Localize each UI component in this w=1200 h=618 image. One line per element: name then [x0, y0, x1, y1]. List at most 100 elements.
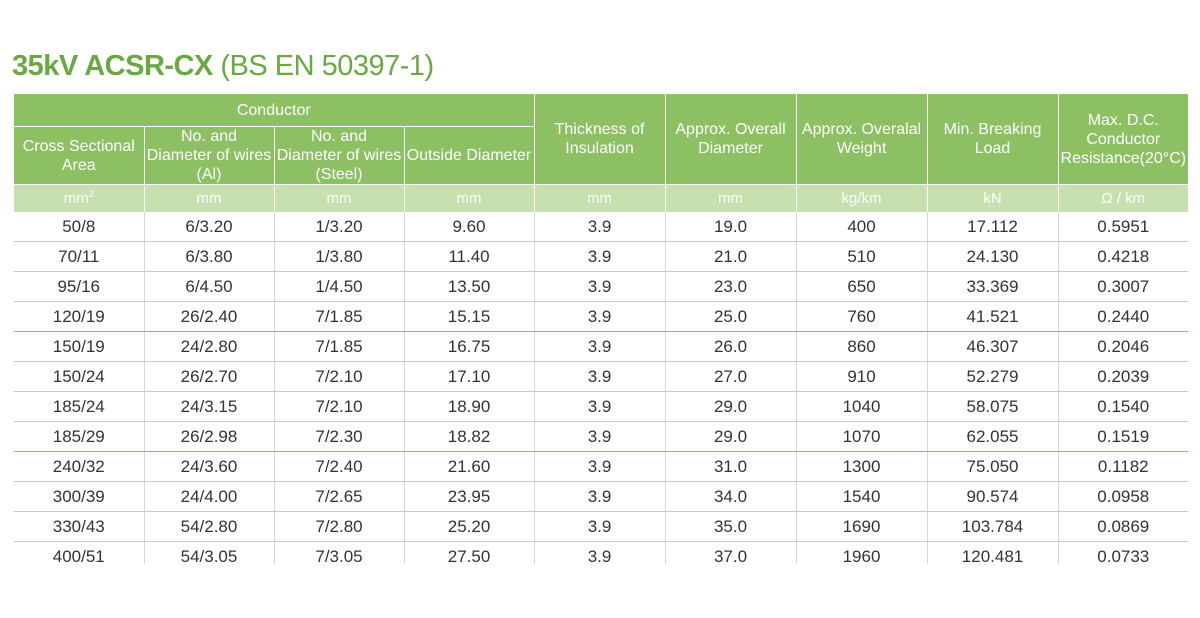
cell-outside-diameter: 9.60: [403, 212, 535, 242]
cell-weight: 1040: [795, 391, 928, 422]
cell-wires-al: 54/2.80: [143, 511, 274, 542]
cell-weight: 1070: [795, 421, 928, 452]
cell-overall-diameter: 26.0: [664, 331, 797, 362]
cell-resistance: 0.0869: [1057, 511, 1188, 542]
cell-cross-section: 150/24: [14, 361, 144, 392]
unit-wires-al: mm: [143, 184, 274, 212]
cell-wires-al: 26/2.40: [143, 301, 274, 332]
unit-thickness: mm: [533, 184, 666, 212]
cell-outside-diameter: 17.10: [403, 361, 535, 392]
unit-text: mm: [63, 190, 89, 207]
cell-thickness: 3.9: [533, 391, 666, 422]
cell-thickness: 3.9: [533, 331, 666, 362]
cell-outside-diameter: 16.75: [403, 331, 535, 362]
cell-cross-section: 240/32: [14, 451, 144, 482]
table-row: 240/32 24/3.60 7/2.40 21.60 3.9 31.0 1300 75.05…: [14, 451, 1188, 482]
cell-overall-diameter: 23.0: [664, 271, 797, 302]
cell-resistance: 0.3007: [1057, 271, 1188, 302]
cell-weight: 860: [795, 331, 928, 362]
header-weight: Approx. Overalal Weight: [795, 94, 928, 185]
cell-cross-section: 185/29: [14, 421, 144, 452]
cell-outside-diameter: 11.40: [403, 241, 535, 272]
cell-wires-steel: 1/3.20: [273, 212, 404, 242]
table-row: 185/24 24/3.15 7/2.10 18.90 3.9 29.0 1040 58.07…: [14, 391, 1188, 422]
cell-resistance: 0.5951: [1057, 212, 1188, 242]
cell-breaking-load: 120.481: [926, 541, 1059, 564]
table-header: Conductor Thickness of Insulation Approx…: [14, 94, 1188, 212]
cell-outside-diameter: 15.15: [403, 301, 535, 332]
cell-cross-section: 50/8: [14, 212, 144, 242]
cell-thickness: 3.9: [533, 361, 666, 392]
cell-overall-diameter: 21.0: [664, 241, 797, 272]
cell-outside-diameter: 25.20: [403, 511, 535, 542]
cell-breaking-load: 52.279: [926, 361, 1059, 392]
header-resistance: Max. D.C. Conductor Resistance(20°C): [1057, 94, 1188, 185]
title-standard: (BS EN 50397-1): [212, 50, 434, 82]
table-row: 70/11 6/3.80 1/3.80 11.40 3.9 21.0 510 24.130 0.…: [14, 241, 1188, 272]
cell-wires-steel: 7/3.05: [273, 541, 404, 564]
cell-wires-al: 24/4.00: [143, 481, 274, 512]
cell-wires-al: 6/3.80: [143, 241, 274, 272]
cell-weight: 1690: [795, 511, 928, 542]
cell-overall-diameter: 29.0: [664, 421, 797, 452]
cell-wires-al: 6/4.50: [143, 271, 274, 302]
cell-weight: 1960: [795, 541, 928, 564]
spec-table: Conductor Thickness of Insulation Approx…: [14, 94, 1188, 564]
cell-outside-diameter: 21.60: [403, 451, 535, 482]
cell-overall-diameter: 29.0: [664, 391, 797, 422]
cell-overall-diameter: 25.0: [664, 301, 797, 332]
header-overall-diameter: Approx. Overall Diameter: [664, 94, 797, 185]
cell-outside-diameter: 18.90: [403, 391, 535, 422]
cell-wires-al: 54/3.05: [143, 541, 274, 564]
cell-weight: 400: [795, 212, 928, 242]
cell-resistance: 0.1519: [1057, 421, 1188, 452]
cell-outside-diameter: 27.50: [403, 541, 535, 564]
cell-wires-steel: 7/2.40: [273, 451, 404, 482]
cell-wires-al: 26/2.98: [143, 421, 274, 452]
units-row: mm2 mm mm mm mm mm kg/km kN Ω / km: [14, 184, 1188, 212]
cell-breaking-load: 103.784: [926, 511, 1059, 542]
cell-breaking-load: 17.112: [926, 212, 1059, 242]
unit-overall-diameter: mm: [664, 184, 797, 212]
table-row: 300/39 24/4.00 7/2.65 23.95 3.9 34.0 1540 90.57…: [14, 481, 1188, 512]
cell-thickness: 3.9: [533, 271, 666, 302]
cell-cross-section: 70/11: [14, 241, 144, 272]
cell-cross-section: 400/51: [14, 541, 144, 564]
cell-resistance: 0.4218: [1057, 241, 1188, 272]
table-row: 95/16 6/4.50 1/4.50 13.50 3.9 23.0 650 33.369 0.…: [14, 271, 1188, 302]
cell-thickness: 3.9: [533, 541, 666, 564]
cell-wires-steel: 7/1.85: [273, 331, 404, 362]
cell-overall-diameter: 19.0: [664, 212, 797, 242]
title-main: 35kV ACSR-CX: [12, 50, 213, 82]
cell-outside-diameter: 18.82: [403, 421, 535, 452]
table-row: 185/29 26/2.98 7/2.30 18.82 3.9 29.0 1070 62.05…: [14, 421, 1188, 452]
unit-wires-steel: mm: [273, 184, 404, 212]
cell-cross-section: 150/19: [14, 331, 144, 362]
cell-cross-section: 120/19: [14, 301, 144, 332]
cell-wires-steel: 7/2.30: [273, 421, 404, 452]
unit-resistance: Ω / km: [1057, 184, 1188, 212]
cell-weight: 650: [795, 271, 928, 302]
cell-outside-diameter: 23.95: [403, 481, 535, 512]
unit-superscript: 2: [88, 189, 94, 199]
cell-resistance: 0.0958: [1057, 481, 1188, 512]
cell-wires-steel: 7/1.85: [273, 301, 404, 332]
cell-weight: 760: [795, 301, 928, 332]
table-row: 330/43 54/2.80 7/2.80 25.20 3.9 35.0 1690 103.7…: [14, 511, 1188, 542]
header-thickness: Thickness of Insulation: [533, 94, 666, 185]
cell-wires-steel: 7/2.10: [273, 391, 404, 422]
cell-wires-steel: 7/2.65: [273, 481, 404, 512]
cell-cross-section: 95/16: [14, 271, 144, 302]
cell-resistance: 0.1182: [1057, 451, 1188, 482]
cell-breaking-load: 41.521: [926, 301, 1059, 332]
unit-cross-section: mm2: [14, 184, 144, 212]
unit-weight: kg/km: [795, 184, 928, 212]
cell-wires-steel: 1/4.50: [273, 271, 404, 302]
cell-overall-diameter: 34.0: [664, 481, 797, 512]
cell-wires-steel: 7/2.80: [273, 511, 404, 542]
cell-weight: 1300: [795, 451, 928, 482]
cell-thickness: 3.9: [533, 421, 666, 452]
cell-breaking-load: 33.369: [926, 271, 1059, 302]
table-row: 400/51 54/3.05 7/3.05 27.50 3.9 37.0 1960 120.4…: [14, 541, 1188, 564]
cell-breaking-load: 24.130: [926, 241, 1059, 272]
